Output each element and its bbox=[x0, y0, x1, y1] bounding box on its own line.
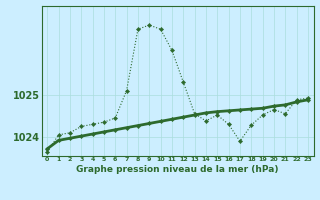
X-axis label: Graphe pression niveau de la mer (hPa): Graphe pression niveau de la mer (hPa) bbox=[76, 165, 279, 174]
